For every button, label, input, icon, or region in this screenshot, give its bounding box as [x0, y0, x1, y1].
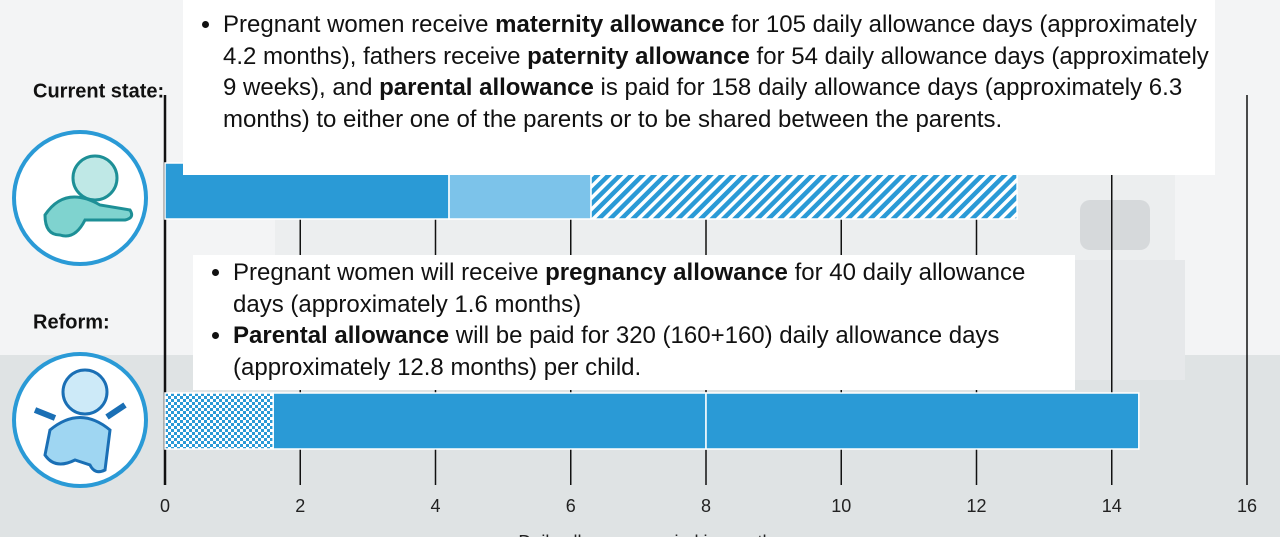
bullet: Pregnant women will receive pregnancy al… [233, 257, 1075, 320]
annotation-text: for 54 daily allowance days (approximate… [223, 42, 1209, 102]
bar-segment [272, 392, 707, 450]
annotation-text: for 105 daily allowance days (approximat… [223, 11, 1197, 70]
bullet: Pregnant women receive maternity allowan… [223, 9, 1215, 135]
annotation-text: maternity allowance [495, 11, 725, 38]
annotation-text: paternity allowance [527, 42, 750, 70]
x-tick-label: 0 [160, 496, 170, 516]
x-tick-label: 10 [831, 496, 851, 516]
annotation-text: pregnancy allowance [545, 259, 788, 286]
annotation-box: Pregnant women will receive pregnancy al… [193, 255, 1075, 390]
x-tick-label: 16 [1237, 496, 1257, 516]
annotation-text: Pregnant women will receive [233, 259, 546, 286]
category-label: Current state: [33, 80, 164, 102]
annotation-text: parental allowance [379, 74, 594, 101]
x-tick-label: 2 [295, 496, 305, 516]
icon-reform [12, 352, 148, 488]
annotation-box: Pregnant women receive maternity allowan… [183, 0, 1215, 175]
x-tick-label: 8 [701, 496, 711, 516]
x-tick-label: 14 [1102, 496, 1122, 516]
annotation-text: Parental allowance [233, 322, 450, 349]
x-axis-label: Daily allowance period in months [518, 532, 781, 537]
annotation-text: for 40 daily allowance days (approximate… [233, 259, 1026, 318]
annotation-text: Pregnant women receive [223, 11, 496, 38]
x-tick-label: 4 [430, 496, 440, 516]
bar-segment [164, 392, 274, 450]
annotation-text: will be paid for 320 (160+160) daily all… [233, 322, 1000, 381]
icon-current [12, 130, 148, 266]
bullet: Parental allowance will be paid for 320 … [233, 320, 1075, 383]
annotation-text: is paid for 158 daily allowance days (ap… [223, 74, 1183, 133]
x-tick-label: 6 [566, 496, 576, 516]
x-tick-label: 12 [966, 496, 986, 516]
category-label: Reform: [33, 311, 110, 333]
bar-segment [705, 392, 1140, 450]
